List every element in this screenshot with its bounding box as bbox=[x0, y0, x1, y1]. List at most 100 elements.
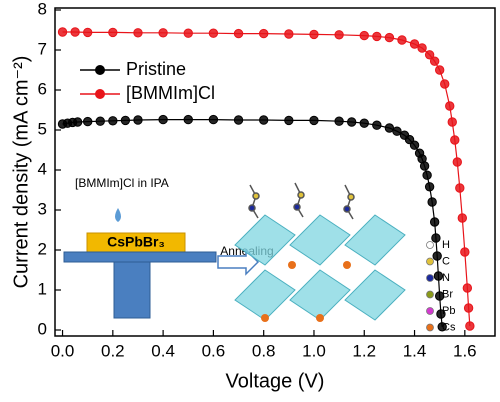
legend-marker bbox=[95, 65, 105, 75]
legend-marker bbox=[95, 89, 105, 99]
data-point bbox=[450, 135, 460, 145]
data-point bbox=[284, 115, 294, 126]
data-point bbox=[417, 43, 427, 53]
y-tick-label: 5 bbox=[38, 119, 47, 138]
data-point bbox=[72, 117, 83, 127]
data-point bbox=[208, 114, 219, 125]
data-point bbox=[424, 50, 435, 60]
data-point bbox=[440, 79, 450, 89]
solution-label: [BMMIm]Cl in IPA bbox=[75, 176, 169, 190]
x-tick-label: 0.0 bbox=[51, 341, 75, 360]
data-point bbox=[437, 322, 447, 332]
data-point bbox=[409, 39, 420, 49]
atom-swatch bbox=[426, 241, 434, 249]
data-point bbox=[309, 29, 319, 40]
data-point bbox=[133, 28, 143, 38]
atom-swatch bbox=[426, 290, 434, 299]
atom-swatch bbox=[426, 307, 434, 315]
x-tick-label: 0.2 bbox=[101, 341, 125, 360]
y-tick-label: 8 bbox=[38, 0, 47, 18]
film-label: CsPbBr₃ bbox=[107, 234, 165, 250]
data-point bbox=[82, 27, 93, 38]
data-point bbox=[183, 28, 193, 38]
cs-atoms bbox=[261, 261, 351, 322]
data-point bbox=[158, 114, 168, 125]
x-tick-label: 1.2 bbox=[352, 341, 376, 360]
data-point bbox=[108, 116, 118, 126]
data-point bbox=[397, 35, 407, 45]
data-point bbox=[233, 28, 244, 39]
data-point bbox=[183, 114, 193, 125]
y-axis-label: Current density (mA cm⁻²) bbox=[10, 56, 32, 289]
data-point bbox=[436, 309, 446, 319]
data-point bbox=[120, 115, 131, 126]
data-point bbox=[258, 28, 269, 39]
y-tick-label: 0 bbox=[38, 319, 47, 338]
data-point bbox=[427, 197, 437, 207]
data-point bbox=[434, 65, 445, 75]
legend-label: Pristine bbox=[126, 59, 186, 79]
y-tick-label: 3 bbox=[38, 199, 47, 218]
data-point bbox=[309, 115, 319, 126]
atom-label: N bbox=[442, 272, 450, 284]
data-point bbox=[372, 120, 382, 130]
data-point bbox=[434, 291, 445, 301]
data-point bbox=[462, 283, 473, 293]
legend-label: [BMMIm]Cl bbox=[126, 83, 215, 103]
data-point bbox=[463, 303, 474, 313]
data-point bbox=[359, 30, 369, 41]
data-point bbox=[465, 321, 475, 331]
y-tick-label: 1 bbox=[38, 279, 47, 298]
data-point bbox=[372, 31, 382, 42]
x-tick-label: 1.0 bbox=[302, 341, 326, 360]
data-point bbox=[409, 140, 420, 150]
arrow bbox=[217, 248, 260, 276]
data-point bbox=[392, 126, 402, 136]
data-point bbox=[424, 182, 435, 192]
data-point bbox=[452, 157, 462, 167]
data-point bbox=[70, 27, 80, 37]
y-tick-label: 4 bbox=[38, 159, 47, 178]
data-point bbox=[432, 251, 442, 261]
data-point bbox=[359, 118, 369, 128]
data-point bbox=[455, 183, 465, 193]
data-point bbox=[431, 233, 441, 243]
inset: [BMMIm]Cl in IPA CsPbBr₃ Annealing HCNBr… bbox=[63, 176, 456, 333]
data-point bbox=[158, 28, 168, 38]
data-point bbox=[422, 170, 432, 180]
data-point bbox=[457, 213, 468, 223]
y-tick-label: 7 bbox=[38, 39, 47, 58]
x-tick-label: 0.4 bbox=[151, 341, 175, 360]
data-point bbox=[208, 28, 219, 38]
data-point bbox=[429, 56, 440, 66]
atom-swatch bbox=[426, 323, 434, 332]
data-point bbox=[258, 115, 269, 125]
x-tick-label: 0.6 bbox=[202, 341, 226, 360]
atom-label: Br bbox=[442, 288, 453, 300]
x-tick-label: 1.6 bbox=[453, 341, 477, 360]
atom-label: H bbox=[442, 239, 450, 251]
data-point bbox=[445, 101, 455, 111]
atom-swatch bbox=[426, 274, 434, 282]
data-point bbox=[57, 27, 68, 37]
molecules bbox=[248, 182, 355, 220]
atom-swatch bbox=[426, 257, 434, 266]
x-tick-label: 0.8 bbox=[252, 341, 276, 360]
spin-stem bbox=[113, 261, 151, 319]
data-point bbox=[346, 117, 357, 127]
data-point bbox=[284, 29, 294, 39]
data-point bbox=[133, 115, 143, 125]
atom-label: C bbox=[442, 255, 450, 267]
plot-frame bbox=[54, 7, 496, 337]
data-point bbox=[82, 116, 93, 127]
y-tick-label: 2 bbox=[38, 239, 47, 258]
y-tick-label: 6 bbox=[38, 79, 47, 98]
droplet bbox=[115, 208, 121, 222]
data-point bbox=[334, 30, 344, 40]
substrate bbox=[63, 251, 217, 263]
data-point bbox=[460, 247, 470, 257]
data-point bbox=[95, 116, 105, 126]
data-point bbox=[419, 161, 430, 171]
data-point bbox=[334, 116, 344, 126]
